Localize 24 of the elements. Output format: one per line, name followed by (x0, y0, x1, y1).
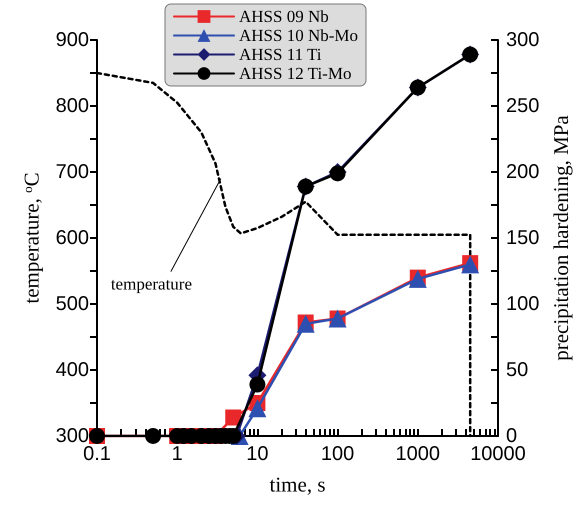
y2-tick-label: 100 (506, 293, 540, 315)
legend-label: AHSS 12 Ti-Mo (239, 64, 352, 83)
y2-axis-title: precipitation hardening, MPa (548, 114, 573, 361)
y2-tick-label: 200 (506, 161, 540, 183)
x-tick-label: 1 (172, 443, 183, 465)
legend-label: AHSS 11 Ti (239, 45, 322, 64)
y-tick-label: 600 (56, 227, 89, 249)
y-tick-label: 700 (56, 161, 89, 183)
y-tick-label: 500 (56, 293, 89, 315)
annotation: temperature (110, 274, 192, 294)
y2-tick-label: 300 (506, 29, 540, 51)
y2-tick-label: 250 (506, 95, 540, 117)
x-tick-label: 100 (320, 443, 354, 465)
y-axis-title: temperature, oC (20, 172, 44, 304)
x-tick-label: 10 (246, 443, 269, 465)
legend-label: AHSS 10 Nb-Mo (239, 26, 358, 45)
y-tick-label: 900 (56, 29, 89, 51)
y2-tick-label: 150 (506, 227, 540, 249)
x-axis-title: time, s (270, 472, 326, 496)
y-tick-label: 800 (56, 95, 89, 117)
legend-label: AHSS 09 Nb (239, 7, 329, 26)
y-tick-label: 400 (56, 359, 89, 381)
x-tick-label: 1000 (396, 443, 440, 465)
y2-tick-label: 50 (506, 359, 528, 381)
